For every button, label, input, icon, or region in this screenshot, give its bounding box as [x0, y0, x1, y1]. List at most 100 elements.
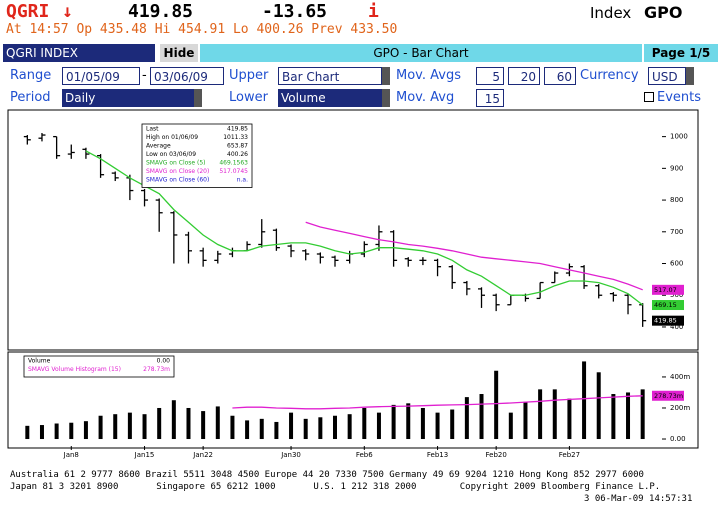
legend-label: Last: [146, 126, 159, 133]
volume-bar: [450, 409, 455, 440]
upper-field[interactable]: Bar Chart: [278, 67, 382, 85]
volume-bar: [640, 389, 645, 440]
volume-bar: [318, 417, 323, 440]
legend-label: SMAVG Volume Histogram (15): [28, 366, 121, 373]
last-price: 419.85: [128, 1, 194, 22]
page-indicator[interactable]: Page 1/5: [644, 44, 718, 62]
end-label: 419.85: [654, 317, 677, 325]
moving-average-line: [305, 221, 643, 291]
volume-bar: [494, 370, 499, 440]
end-label: 278.73m: [654, 392, 683, 400]
moving-average-line: [232, 395, 643, 410]
y-tick-label: 500: [670, 291, 683, 299]
volume-bar: [567, 398, 572, 440]
y-tick-label: 1000: [670, 133, 688, 141]
x-tick-label: Feb20: [486, 451, 507, 459]
volume-bar: [391, 404, 396, 440]
volume-bar: [142, 414, 147, 440]
volume-bar: [39, 425, 44, 440]
footer-line: Japan 81 3 3201 8900 Singapore 65 6212 1…: [10, 482, 661, 492]
x-tick-label: Jan15: [134, 451, 155, 459]
volume-bar: [376, 412, 381, 440]
field-end: [686, 67, 694, 85]
volume-bar: [626, 392, 631, 440]
volume-bar: [552, 389, 557, 440]
legend-value: 0.00: [157, 358, 171, 365]
range-start[interactable]: 01/05/09: [62, 67, 140, 85]
volume-bar: [157, 407, 162, 440]
volume-bar: [83, 421, 88, 440]
mavg-field[interactable]: 60: [544, 67, 576, 85]
volume-bar: [98, 415, 103, 440]
volume-bar: [69, 422, 74, 440]
range-label: Range: [10, 68, 52, 83]
mavg-field[interactable]: 20: [508, 67, 540, 85]
period-field[interactable]: Daily: [62, 89, 194, 107]
lower-field[interactable]: Volume: [278, 89, 382, 107]
volume-bar: [582, 361, 587, 440]
ticker: QGRI: [6, 1, 50, 22]
toolbar-title: GPO - Bar Chart: [200, 44, 642, 62]
events-label[interactable]: Events: [657, 90, 702, 105]
security-field[interactable]: QGRI INDEX: [3, 44, 155, 62]
volume-bar: [479, 394, 484, 440]
legend-value: 469.1563: [219, 160, 248, 167]
security: GPO: [644, 3, 683, 22]
volume-bar: [596, 372, 601, 440]
volume-bar: [333, 415, 337, 440]
legend-label: Volume: [28, 358, 51, 365]
volume-bar: [464, 397, 469, 440]
change: -13.65: [262, 1, 328, 22]
mavg-field[interactable]: 5: [476, 67, 504, 85]
y-tick-label: 400m: [670, 373, 690, 381]
range-end[interactable]: 03/06/09: [150, 67, 224, 85]
legend-value: 653.87: [227, 143, 248, 150]
volume-bar: [25, 425, 30, 440]
volume-bar: [289, 412, 294, 440]
end-label: 469.15: [654, 301, 677, 309]
end-label-box: [652, 284, 684, 295]
events-checkbox[interactable]: [644, 92, 654, 102]
volume-bar: [523, 401, 528, 440]
currency-field[interactable]: USD: [648, 67, 686, 85]
quote-line: At 14:57 Op 435.48 Hi 454.91 Lo 400.26 P…: [6, 22, 398, 37]
currency-label: Currency: [580, 68, 639, 83]
legend-label: High on 01/06/09: [146, 134, 198, 141]
legend-label: SMAVG on Close (60): [146, 177, 209, 184]
legend-value: 278.73m: [143, 366, 170, 373]
volume-bar: [201, 411, 206, 440]
volume-bar: [113, 414, 118, 440]
volume-bar: [245, 420, 250, 440]
legend-value: 419.85: [227, 126, 248, 133]
lower-label: Lower: [229, 90, 268, 105]
volume-bar: [215, 406, 220, 440]
end-label-box: [652, 315, 684, 326]
volume-bar: [611, 394, 616, 440]
volume-bar: [230, 415, 235, 440]
y-tick-label: 900: [670, 164, 683, 172]
mavg-label: Mov. Avg: [396, 90, 455, 105]
y-tick-label: 600: [670, 260, 683, 268]
field-end: [382, 89, 390, 107]
mavg-field[interactable]: 15: [476, 89, 504, 107]
x-tick-label: Jan22: [192, 451, 213, 459]
mavgs-label: Mov. Avgs: [396, 68, 461, 83]
end-label-box: [652, 300, 684, 311]
legend-box: [141, 123, 253, 188]
arrow: ↓: [62, 1, 73, 22]
flag: i: [368, 1, 379, 22]
footer-line: 3 06-Mar-09 14:57:31: [584, 494, 693, 504]
legend-label: SMAVG on Close (5): [146, 160, 206, 167]
hide-button[interactable]: Hide: [160, 44, 198, 62]
y-tick-label: 0.00: [670, 435, 686, 443]
legend-value: n.a.: [237, 177, 248, 184]
volume-bar: [538, 389, 543, 440]
end-label: 517.07: [654, 286, 677, 294]
y-tick-label: 700: [670, 228, 683, 236]
legend-value: 517.0745: [219, 168, 248, 175]
volume-bar: [406, 403, 411, 440]
legend-box: [23, 355, 175, 378]
price-panel: [7, 109, 699, 351]
